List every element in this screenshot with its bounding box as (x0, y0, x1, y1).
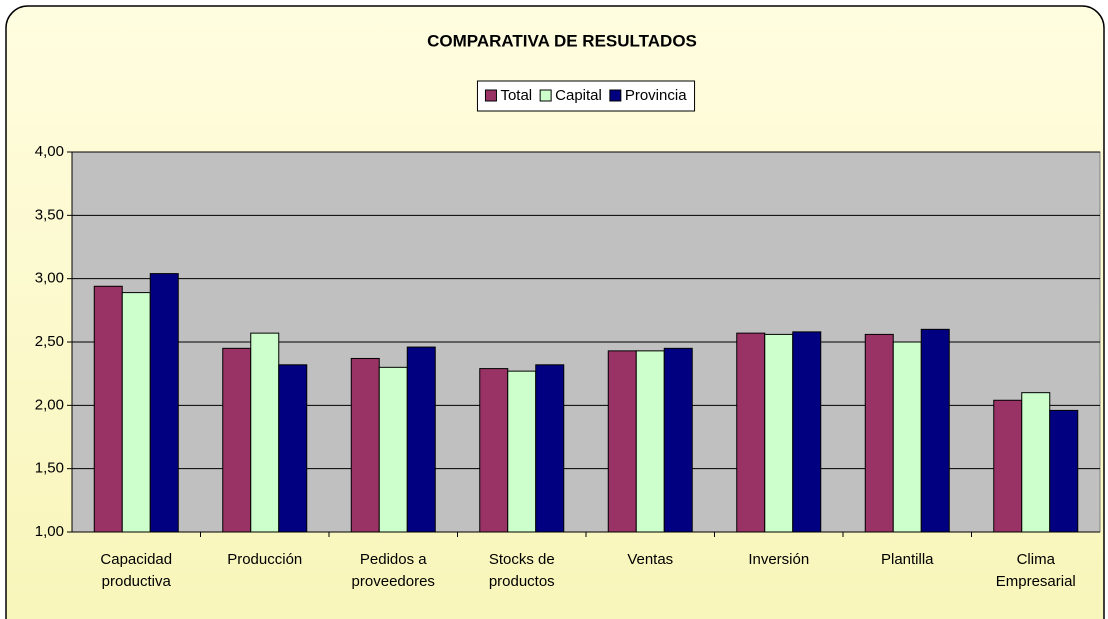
y-tick-label: 1,50 (35, 460, 64, 477)
legend-box (476, 80, 696, 112)
bar (149, 273, 179, 533)
legend-swatch (609, 89, 622, 102)
bar (250, 332, 280, 533)
x-tick-label: Capacidad productiva (100, 551, 172, 590)
y-tick-label: 3,50 (35, 206, 64, 223)
y-tick-label: 1,00 (35, 523, 64, 540)
bar (278, 364, 308, 533)
legend-label: Capital (555, 87, 602, 104)
bar (736, 332, 766, 533)
bar (764, 333, 794, 533)
bar (635, 350, 665, 533)
bar (993, 399, 1023, 533)
chart-title: COMPARATIVA DE RESULTADOS (427, 31, 697, 50)
x-tick-label: Clima Empresarial (996, 551, 1076, 590)
bar (93, 285, 123, 533)
legend-swatch (484, 89, 497, 102)
bar (892, 341, 922, 533)
bar (920, 328, 950, 533)
bar (792, 331, 822, 533)
bar (535, 364, 565, 533)
bar (1021, 392, 1051, 533)
bar (663, 347, 693, 533)
x-tick-label: Stocks de productos (489, 551, 555, 590)
bar (121, 292, 151, 533)
bar (406, 346, 436, 533)
legend-label: Provincia (625, 87, 687, 104)
bar (507, 370, 537, 533)
x-tick-label: Ventas (627, 551, 673, 568)
legend-label: Total (500, 87, 532, 104)
legend-swatch (539, 89, 552, 102)
y-tick-label: 3,00 (35, 270, 64, 287)
y-tick-label: 2,50 (35, 333, 64, 350)
x-tick-label: Plantilla (881, 551, 934, 568)
x-tick-label: Pedidos a proveedores (352, 551, 435, 590)
bar (607, 350, 637, 533)
bar (350, 357, 380, 533)
y-tick-label: 2,00 (35, 396, 64, 413)
bar (378, 366, 408, 533)
x-tick-label: Inversión (748, 551, 809, 568)
x-tick-label: Producción (227, 551, 302, 568)
bar (479, 368, 509, 533)
bar (222, 347, 252, 533)
y-tick-label: 4,00 (35, 143, 64, 160)
bar (864, 333, 894, 533)
bar (1049, 409, 1079, 533)
